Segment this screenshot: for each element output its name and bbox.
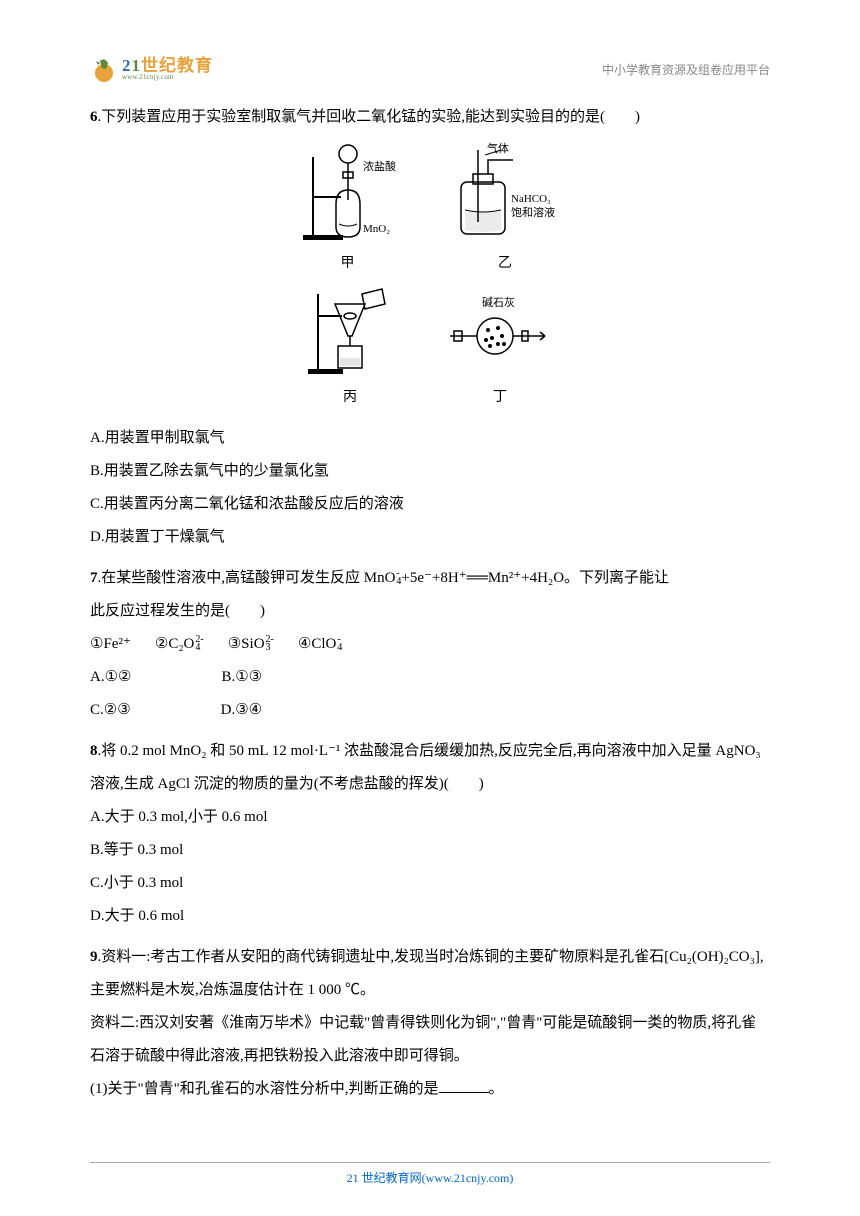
diagram-jia: 浓盐酸 MnO₂ 甲 bbox=[293, 142, 403, 280]
diagram-yi: 气体 NaHCO₃ 饱和溶液 乙 bbox=[443, 142, 568, 280]
q7-stem: 7.在某些酸性溶液中,高锰酸钾可发生反应 MnO-4+5e⁻+8H⁺══Mn²⁺… bbox=[90, 562, 770, 595]
footer-text: 21 世纪教育网(www.21cnjy.com) bbox=[347, 1171, 514, 1185]
apparatus-yi-icon: 气体 NaHCO₃ 饱和溶液 bbox=[443, 142, 568, 247]
q7-ion1: ①Fe²⁺ bbox=[90, 628, 131, 661]
footer-divider bbox=[90, 1162, 770, 1163]
answer-blank[interactable] bbox=[439, 1079, 489, 1093]
q7-stem-line2: 此反应过程发生的是( ) bbox=[90, 595, 770, 628]
diagram-bing: 丙 bbox=[300, 286, 400, 414]
q8-stem: 8.将 0.2 mol MnO₂ 和 50 mL 12 mol·L⁻¹ 浓盐酸混… bbox=[90, 735, 770, 801]
q7-option-b: B.①③ bbox=[221, 661, 262, 694]
q6-option-c: C.用装置丙分离二氧化锰和浓盐酸反应后的溶液 bbox=[90, 488, 770, 521]
q7-options-row1: A.①② B.①③ bbox=[90, 661, 770, 694]
q8-option-c: C.小于 0.3 mol bbox=[90, 867, 770, 900]
label-hcl: 浓盐酸 bbox=[363, 159, 396, 173]
q6-option-a: A.用装置甲制取氯气 bbox=[90, 422, 770, 455]
q9-para1: 9.资料一:考古工作者从安阳的商代铸铜遗址中,发现当时冶炼铜的主要矿物原料是孔雀… bbox=[90, 941, 770, 1007]
yi-label: 乙 bbox=[498, 249, 512, 280]
q7-option-d: D.③④ bbox=[221, 694, 262, 727]
logo-main-text: 21世纪教育 bbox=[122, 57, 213, 74]
apparatus-bing-icon bbox=[300, 286, 400, 381]
apparatus-ding-icon: 碱石灰 bbox=[440, 286, 560, 381]
q7-options-row2: C.②③ D.③④ bbox=[90, 694, 770, 727]
label-lime: 碱石灰 bbox=[482, 295, 515, 309]
page-header: 21世纪教育 www.21cnjy.com 中小学教育资源及组卷应用平台 bbox=[90, 55, 770, 83]
page-footer: 21 世纪教育网(www.21cnjy.com) bbox=[0, 1162, 860, 1186]
content-area: 6.下列装置应用于实验室制取氯气并回收二氧化锰的实验,能达到实验目的的是( ) bbox=[90, 101, 770, 1106]
q8-option-b: B.等于 0.3 mol bbox=[90, 834, 770, 867]
jia-label: 甲 bbox=[341, 249, 355, 280]
header-subtitle: 中小学教育资源及组卷应用平台 bbox=[602, 61, 770, 78]
diagram-row-2: 丙 bbox=[90, 286, 770, 414]
apparatus-jia-icon: 浓盐酸 MnO₂ bbox=[293, 142, 403, 247]
q7-ion4: ④ClO-4 bbox=[298, 628, 342, 661]
label-nahco3: NaHCO₃ bbox=[511, 193, 551, 205]
q6-diagrams: 浓盐酸 MnO₂ 甲 bbox=[90, 142, 770, 414]
q8-option-a: A.大于 0.3 mol,小于 0.6 mol bbox=[90, 801, 770, 834]
logo-icon bbox=[90, 55, 118, 83]
q6-option-d: D.用装置丁干燥氯气 bbox=[90, 521, 770, 554]
q7-option-a: A.①② bbox=[90, 661, 131, 694]
q8-option-d: D.大于 0.6 mol bbox=[90, 900, 770, 933]
diagram-ding: 碱石灰 丁 bbox=[440, 286, 560, 414]
bing-label: 丙 bbox=[343, 383, 357, 414]
page-container: 21世纪教育 www.21cnjy.com 中小学教育资源及组卷应用平台 6.下… bbox=[0, 0, 860, 1216]
q9-sub1: (1)关于"曾青"和孔雀石的水溶性分析中,判断正确的是。 bbox=[90, 1073, 770, 1106]
logo: 21世纪教育 www.21cnjy.com bbox=[90, 55, 213, 83]
label-mno2: MnO₂ bbox=[363, 223, 390, 235]
q6-number: 6 bbox=[90, 109, 98, 125]
q7-ion3: ③SiO2-3 bbox=[228, 628, 274, 661]
label-sat: 饱和溶液 bbox=[511, 205, 555, 219]
logo-text: 21世纪教育 www.21cnjy.com bbox=[122, 57, 213, 81]
q7-ion2: ②C₂O2-4 bbox=[155, 628, 204, 661]
q7-species-list: ①Fe²⁺ ②C₂O2-4 ③SiO2-3 ④ClO-4 bbox=[90, 628, 770, 661]
q8-number: 8 bbox=[90, 743, 98, 759]
diagram-row-1: 浓盐酸 MnO₂ 甲 bbox=[90, 142, 770, 280]
q9-para2: 资料二:西汉刘安著《淮南万毕术》中记载"曾青得铁则化为铜","曾青"可能是硫酸铜… bbox=[90, 1007, 770, 1073]
q6-option-b: B.用装置乙除去氯气中的少量氯化氢 bbox=[90, 455, 770, 488]
q9-number: 9 bbox=[90, 949, 98, 965]
logo-url: www.21cnjy.com bbox=[122, 74, 213, 81]
q7-number: 7 bbox=[90, 570, 98, 586]
q6-stem: 6.下列装置应用于实验室制取氯气并回收二氧化锰的实验,能达到实验目的的是( ) bbox=[90, 101, 770, 134]
q7-option-c: C.②③ bbox=[90, 694, 131, 727]
ding-label: 丁 bbox=[493, 383, 507, 414]
